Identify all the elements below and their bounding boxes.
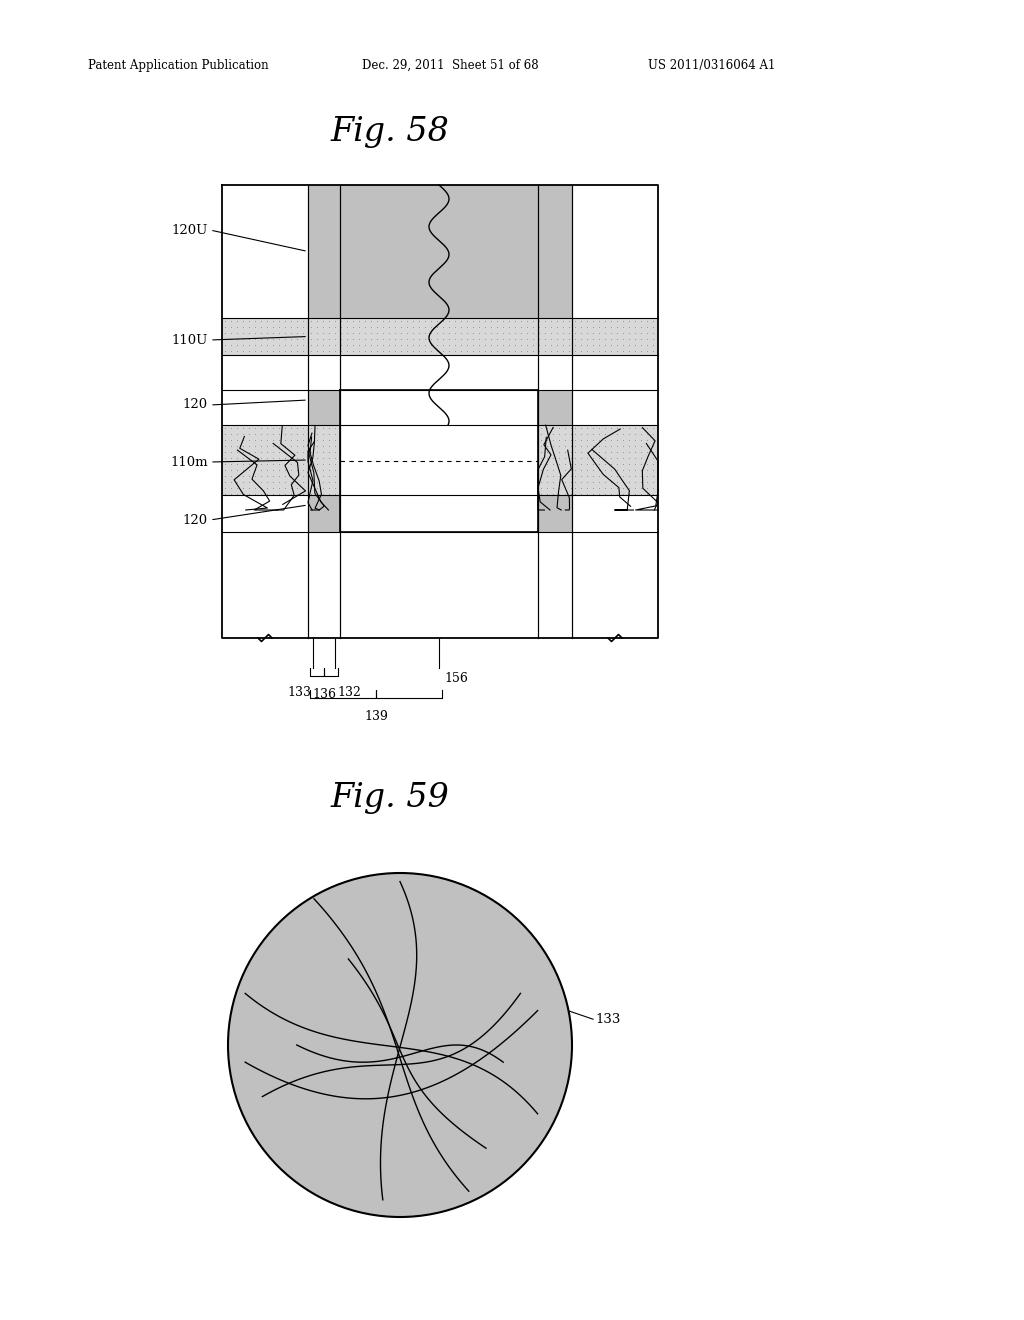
Text: 133: 133 — [595, 1012, 621, 1026]
Text: 120U: 120U — [172, 223, 208, 236]
Text: 136: 136 — [312, 688, 336, 701]
Bar — [308, 185, 572, 318]
Text: 156: 156 — [444, 672, 468, 685]
Bar — [538, 425, 572, 495]
Text: Patent Application Publication: Patent Application Publication — [88, 58, 268, 71]
Bar — [222, 318, 308, 355]
Bar — [222, 425, 308, 495]
Text: 132: 132 — [337, 686, 360, 700]
Text: 110U: 110U — [172, 334, 208, 346]
Bar — [308, 495, 340, 532]
Bar — [308, 389, 340, 425]
Bar — [222, 532, 658, 638]
Bar — [538, 495, 572, 532]
Text: US 2011/0316064 A1: US 2011/0316064 A1 — [648, 58, 775, 71]
Text: Dec. 29, 2011  Sheet 51 of 68: Dec. 29, 2011 Sheet 51 of 68 — [362, 58, 539, 71]
Text: Fig. 59: Fig. 59 — [331, 781, 450, 814]
Bar — [572, 318, 658, 355]
Text: 139: 139 — [365, 710, 388, 723]
Text: 110m: 110m — [170, 455, 208, 469]
Bar — [340, 389, 538, 532]
Bar — [308, 425, 340, 495]
Text: Fig. 58: Fig. 58 — [331, 116, 450, 148]
Bar — [308, 318, 572, 355]
Text: 120: 120 — [183, 513, 208, 527]
Text: 120: 120 — [183, 399, 208, 412]
Text: 133: 133 — [287, 686, 311, 700]
Circle shape — [228, 873, 572, 1217]
Bar — [222, 185, 658, 638]
Bar — [572, 425, 658, 495]
Bar — [222, 355, 658, 389]
Bar — [538, 389, 572, 425]
